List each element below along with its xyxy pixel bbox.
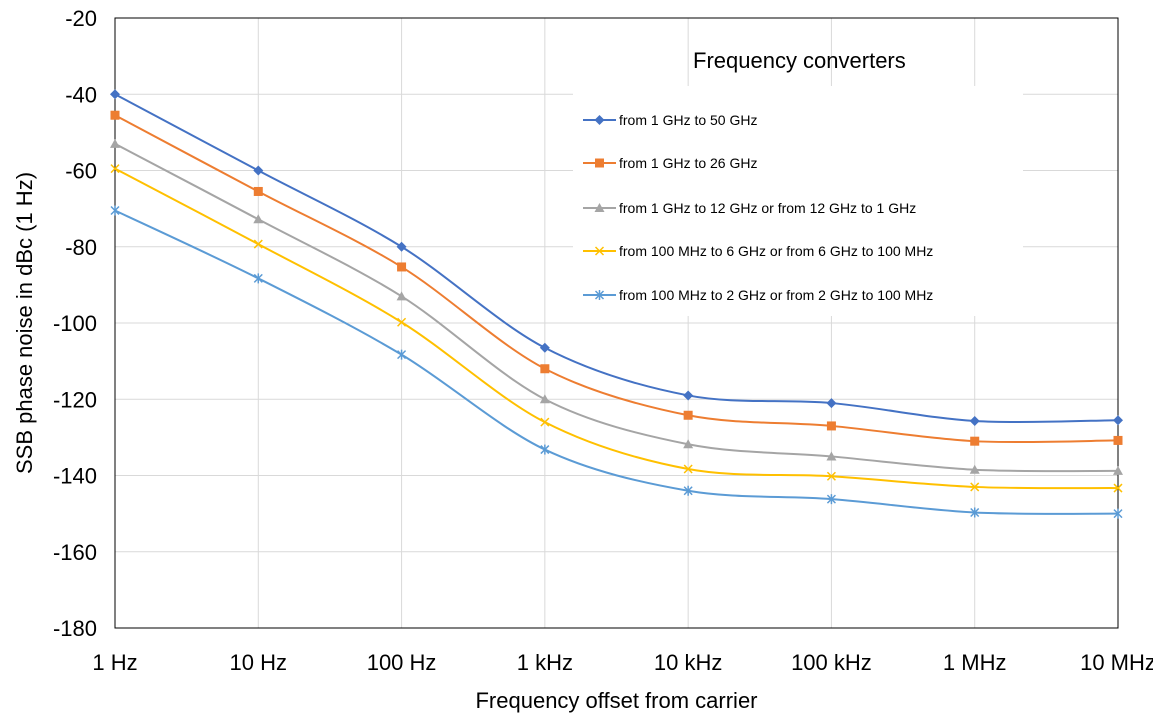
data-point xyxy=(1113,508,1123,519)
series-group xyxy=(110,110,1123,446)
data-point xyxy=(683,390,694,401)
data-point xyxy=(396,291,407,301)
data-point xyxy=(826,421,836,431)
data-point xyxy=(683,464,693,474)
legend: Frequency converters from 1 GHz to 50 GHz… xyxy=(573,48,1023,316)
legend-title: Frequency converters xyxy=(693,48,906,73)
y-tick-label: -20 xyxy=(65,6,97,31)
x-tick-label: 10 MHz xyxy=(1080,650,1153,675)
series-line xyxy=(114,167,1119,490)
data-point xyxy=(826,494,836,505)
data-point xyxy=(969,464,980,474)
y-tick-label: -60 xyxy=(65,159,97,184)
y-tick-label: -100 xyxy=(53,311,97,336)
data-point xyxy=(253,165,264,176)
plot-area-border xyxy=(114,17,1119,629)
data-point xyxy=(683,439,694,449)
legend-item: from 100 MHz to 2 GHz or from 2 GHz to 1… xyxy=(583,287,933,303)
data-point xyxy=(110,89,120,100)
y-axis-tick-labels: -20 -40 -60 -80 -100 -120 -140 -160 -180 xyxy=(53,6,97,641)
data-point xyxy=(683,485,693,496)
x-tick-label: 10 kHz xyxy=(654,650,722,675)
data-point xyxy=(110,110,120,120)
legend-item: from 1 GHz to 12 GHz or from 12 GHz to 1… xyxy=(583,200,916,216)
y-tick-label: -140 xyxy=(53,464,97,489)
data-point xyxy=(970,436,980,446)
series-group xyxy=(110,205,1123,519)
x-tick-label: 100 kHz xyxy=(791,650,872,675)
data-point xyxy=(683,410,693,420)
data-point xyxy=(253,214,264,224)
data-point xyxy=(397,262,407,272)
data-point xyxy=(253,273,263,284)
x-axis-title: Frequency offset from carrier xyxy=(475,688,757,713)
data-point xyxy=(1113,465,1123,475)
data-point xyxy=(540,444,550,455)
legend-label: from 100 MHz to 2 GHz or from 2 GHz to 1… xyxy=(619,287,933,303)
data-point xyxy=(540,417,550,427)
series-line xyxy=(114,209,1119,515)
legend-marker xyxy=(594,246,605,256)
series-group xyxy=(110,164,1123,493)
data-point xyxy=(826,398,837,409)
x-tick-label: 1 Hz xyxy=(92,650,137,675)
series-line xyxy=(114,142,1119,473)
data-point xyxy=(826,471,836,481)
legend-marker xyxy=(595,158,604,168)
grid-lines xyxy=(114,17,1119,629)
data-point xyxy=(1113,435,1123,445)
legend-label: from 100 MHz to 6 GHz or from 6 GHz to 1… xyxy=(619,243,933,259)
data-point xyxy=(253,239,263,249)
legend-marker xyxy=(594,203,605,212)
data-point xyxy=(110,138,120,148)
legend-label: from 1 GHz to 26 GHz xyxy=(619,155,757,171)
y-tick-label: -180 xyxy=(53,616,97,641)
y-tick-label: -160 xyxy=(53,540,97,565)
series-line xyxy=(114,114,1119,444)
data-point xyxy=(110,164,120,174)
y-tick-label: -40 xyxy=(65,82,97,107)
series-lines xyxy=(110,89,1123,519)
data-point xyxy=(540,364,550,374)
x-tick-label: 100 Hz xyxy=(367,650,437,675)
data-point xyxy=(969,415,980,426)
legend-label: from 1 GHz to 50 GHz xyxy=(619,112,757,128)
legend-item: from 100 MHz to 6 GHz or from 6 GHz to 1… xyxy=(583,243,933,259)
y-axis-title: SSB phase noise in dBc (1 Hz) xyxy=(12,172,37,474)
x-tick-label: 10 Hz xyxy=(230,650,287,675)
data-point xyxy=(1113,483,1123,493)
legend-marker xyxy=(594,115,605,125)
data-point xyxy=(397,317,407,327)
data-point xyxy=(397,349,407,360)
data-point xyxy=(110,205,120,216)
x-axis-tick-labels: 1 Hz 10 Hz 100 Hz 1 kHz 10 kHz 100 kHz 1 MHz 10… xyxy=(92,650,1153,675)
legend-label: from 1 GHz to 12 GHz or from 12 GHz to 1… xyxy=(619,200,916,216)
data-point xyxy=(539,342,550,353)
legend-item: from 1 GHz to 26 GHz xyxy=(583,155,757,171)
data-point xyxy=(970,482,980,492)
legend-marker xyxy=(594,290,605,300)
data-point xyxy=(970,507,980,518)
series-group xyxy=(110,138,1123,475)
data-point xyxy=(1113,415,1123,426)
legend-box xyxy=(573,86,1023,316)
y-tick-label: -120 xyxy=(53,387,97,412)
legend-item: from 1 GHz to 50 GHz xyxy=(583,112,757,128)
series-group xyxy=(110,89,1123,426)
data-point xyxy=(539,394,550,404)
series-line xyxy=(114,93,1119,424)
data-point xyxy=(396,241,407,252)
x-tick-label: 1 MHz xyxy=(943,650,1007,675)
data-point xyxy=(826,451,837,461)
data-point xyxy=(253,186,263,196)
x-tick-label: 1 kHz xyxy=(517,650,573,675)
y-tick-label: -80 xyxy=(65,235,97,260)
